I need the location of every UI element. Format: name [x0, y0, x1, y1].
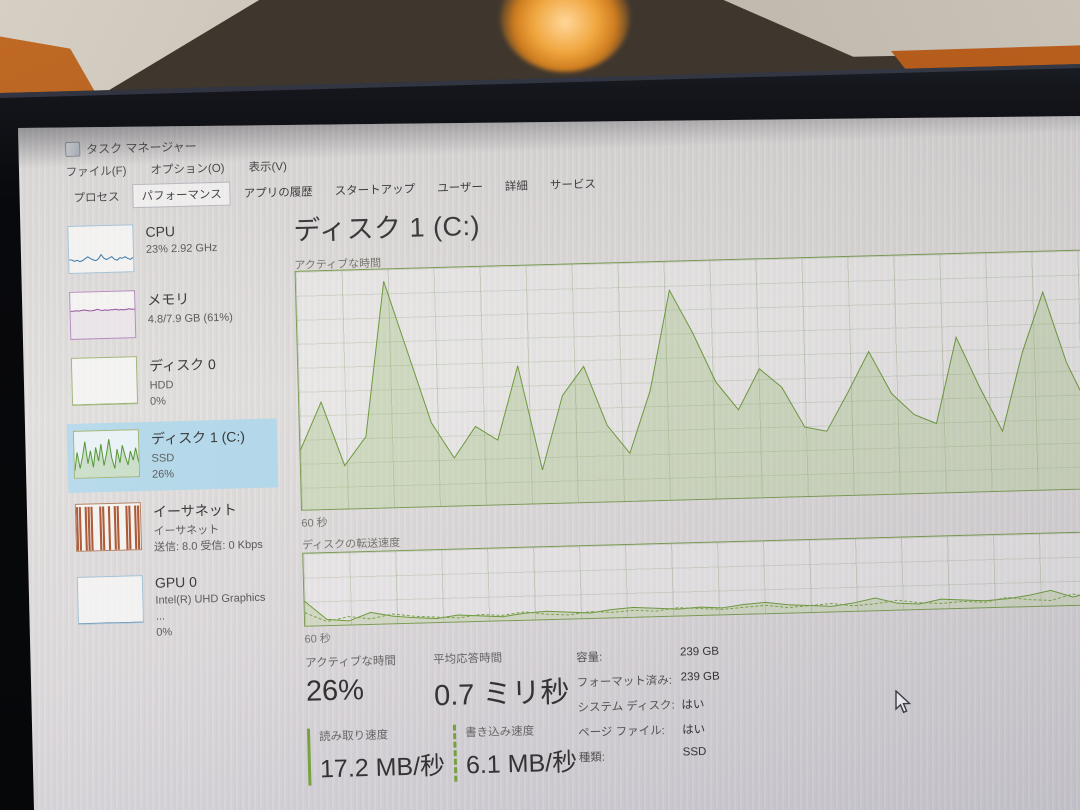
menu-view[interactable]: 表示(V)	[248, 161, 288, 175]
sidebar-item-ethernet[interactable]: イーサネット イーサネット 送信: 8.0 受信: 0 Kbps	[69, 491, 281, 566]
tab-users[interactable]: ユーザー	[437, 181, 484, 195]
sidebar-item-cpu[interactable]: CPU 23% 2.92 GHz	[61, 213, 273, 281]
stat-value: 26%	[305, 674, 365, 708]
disk-stats: アクティブな時間 26% 平均応答時間 0.7 ミリ秒 読み取り速度 17.2 …	[305, 634, 1069, 805]
transfer-rate-axis-label: 60 秒	[304, 633, 331, 646]
gpu-mini-chart	[76, 574, 145, 625]
ethernet-mini-chart	[74, 501, 143, 552]
sidebar-label: メモリ	[147, 290, 190, 308]
property-label: フォーマット済み:	[576, 674, 673, 690]
property-row: 容量: 239 GB	[576, 646, 719, 666]
tab-performance[interactable]: パフォーマンス	[132, 181, 232, 209]
sidebar-sublabel: HDD	[149, 379, 174, 392]
tab-details[interactable]: 詳細	[504, 180, 529, 194]
sidebar-label: ディスク 1 (C:)	[150, 428, 246, 447]
tab-services[interactable]: サービス	[549, 178, 597, 192]
mouse-cursor-icon	[895, 690, 912, 714]
window-titlebar: タスク マネージャー	[64, 137, 197, 158]
write-speed-stat: 書き込み速度 6.1 MB/秒	[452, 721, 578, 782]
task-manager-app-icon	[64, 141, 81, 158]
stat-label: 読み取り速度	[319, 729, 389, 744]
property-row: 種類: SSD	[579, 745, 722, 765]
sidebar-label: イーサネット	[152, 501, 237, 520]
sidebar-sublabel: Intel(R) UHD Graphics ...	[155, 591, 266, 623]
menu-options[interactable]: オプション(O)	[150, 162, 225, 177]
sidebar-sublabel: 26%	[151, 467, 175, 481]
disk-properties: 容量: 239 GB フォーマット済み: 239 GB システム ディスク: は…	[576, 646, 722, 775]
disk1-mini-chart	[72, 428, 141, 479]
stat-value: 0.7 ミリ秒	[433, 676, 570, 713]
tab-processes[interactable]: プロセス	[73, 191, 120, 205]
sidebar-sublabel: 23% 2.92 GHz	[145, 241, 218, 256]
property-label: システム ディスク:	[577, 699, 675, 715]
active-time-axis-label: 60 秒	[301, 517, 328, 530]
menubar: ファイル(F) オプション(O) 表示(V)	[66, 158, 287, 180]
stat-value: 17.2 MB/秒	[319, 751, 446, 784]
stat-label: 書き込み速度	[464, 725, 535, 740]
tab-startup[interactable]: スタートアップ	[334, 183, 416, 198]
memory-mini-chart	[69, 290, 137, 340]
active-time-stat: アクティブな時間 26%	[305, 652, 397, 708]
property-label: 容量:	[575, 651, 603, 665]
sidebar-label: GPU 0	[154, 573, 198, 591]
disk0-mini-chart	[70, 356, 139, 406]
property-label: ページ ファイル:	[578, 725, 665, 740]
stat-label: 平均応答時間	[432, 652, 503, 667]
property-value: はい	[681, 723, 706, 737]
sidebar-sublabel: 0%	[149, 395, 167, 408]
property-row: フォーマット済み: 239 GB	[577, 671, 720, 691]
active-time-chart	[294, 247, 1080, 511]
property-value: 239 GB	[680, 670, 720, 684]
sidebar-item-memory[interactable]: メモリ 4.8/7.9 GB (61%)	[63, 279, 275, 347]
sidebar-item-disk1[interactable]: ディスク 1 (C:) SSD 26%	[66, 418, 279, 493]
performance-sidebar: CPU 23% 2.92 GHz メモリ 4.8/7.9 GB (61%) ディ…	[61, 213, 283, 654]
sidebar-sublabel: 0%	[156, 625, 173, 639]
cpu-mini-chart	[67, 224, 135, 274]
disk-detail-panel: ディスク 1 (C:) アクティブな時間 60 秒 ディスクの転送速度 60 秒…	[293, 185, 1080, 786]
ceiling-lamp	[500, 0, 630, 72]
tab-app-history[interactable]: アプリの履歴	[243, 186, 313, 201]
property-value: はい	[681, 698, 705, 712]
sidebar-label: CPU	[145, 223, 176, 240]
sidebar-sublabel: 4.8/7.9 GB (61%)	[147, 311, 233, 326]
stat-label: アクティブな時間	[305, 655, 397, 670]
sidebar-sublabel: 送信: 8.0 受信: 0 Kbps	[153, 538, 263, 554]
task-manager-window: タスク マネージャー ファイル(F) オプション(O) 表示(V) プロセス パ…	[28, 116, 1080, 810]
stat-value: 6.1 MB/秒	[465, 748, 578, 780]
property-value: 239 GB	[679, 645, 720, 659]
sidebar-item-gpu0[interactable]: GPU 0 Intel(R) UHD Graphics ... 0%	[71, 564, 283, 650]
sidebar-item-disk0[interactable]: ディスク 0 HDD 0%	[65, 345, 277, 420]
property-value: SSD	[682, 745, 707, 759]
transfer-rate-chart	[302, 528, 1080, 627]
property-label: 種類:	[578, 751, 606, 765]
read-speed-stat: 読み取り速度 17.2 MB/秒	[306, 724, 446, 786]
avg-response-stat: 平均応答時間 0.7 ミリ秒	[433, 648, 570, 715]
property-row: システム ディスク: はい	[577, 695, 720, 715]
window-title: タスク マネージャー	[86, 139, 197, 157]
property-row: ページ ファイル: はい	[578, 720, 721, 740]
sidebar-label: ディスク 0	[148, 356, 216, 374]
menu-file[interactable]: ファイル(F)	[65, 165, 127, 179]
